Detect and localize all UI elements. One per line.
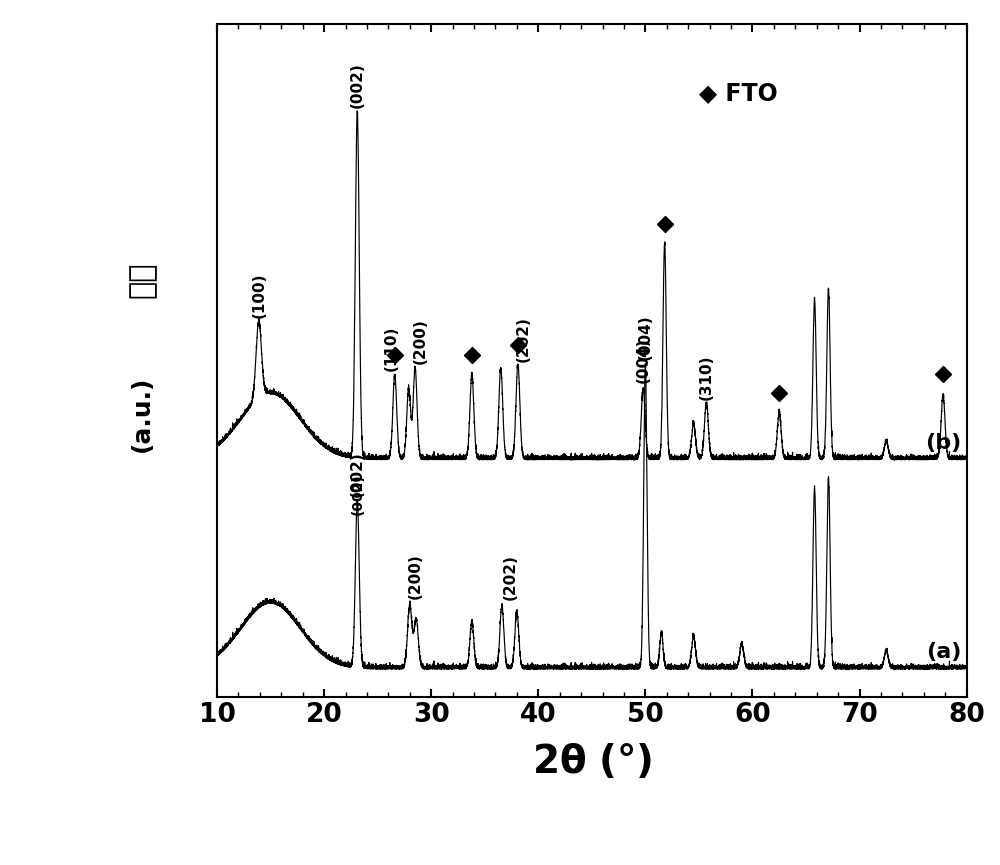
Text: (202): (202) xyxy=(516,316,531,362)
Text: (200): (200) xyxy=(413,318,428,364)
Text: (004): (004) xyxy=(636,337,651,383)
Text: (004): (004) xyxy=(638,314,653,360)
Text: (100): (100) xyxy=(251,272,266,317)
Text: ◆ FTO: ◆ FTO xyxy=(699,81,778,106)
Text: (002): (002) xyxy=(350,452,365,497)
Text: (110): (110) xyxy=(384,326,399,371)
Text: 强度: 强度 xyxy=(128,261,157,298)
Text: (002): (002) xyxy=(350,62,365,108)
Text: (a.u.): (a.u.) xyxy=(130,376,154,452)
Text: (a): (a) xyxy=(926,642,961,662)
X-axis label: $\mathbf{2\theta}\ \mathbf{(°)}$: $\mathbf{2\theta}\ \mathbf{(°)}$ xyxy=(532,742,652,781)
Text: (002): (002) xyxy=(350,474,364,516)
Text: (b): (b) xyxy=(925,432,961,452)
Text: (310): (310) xyxy=(699,355,714,400)
Text: (202): (202) xyxy=(503,554,518,599)
Text: (200): (200) xyxy=(408,554,423,599)
